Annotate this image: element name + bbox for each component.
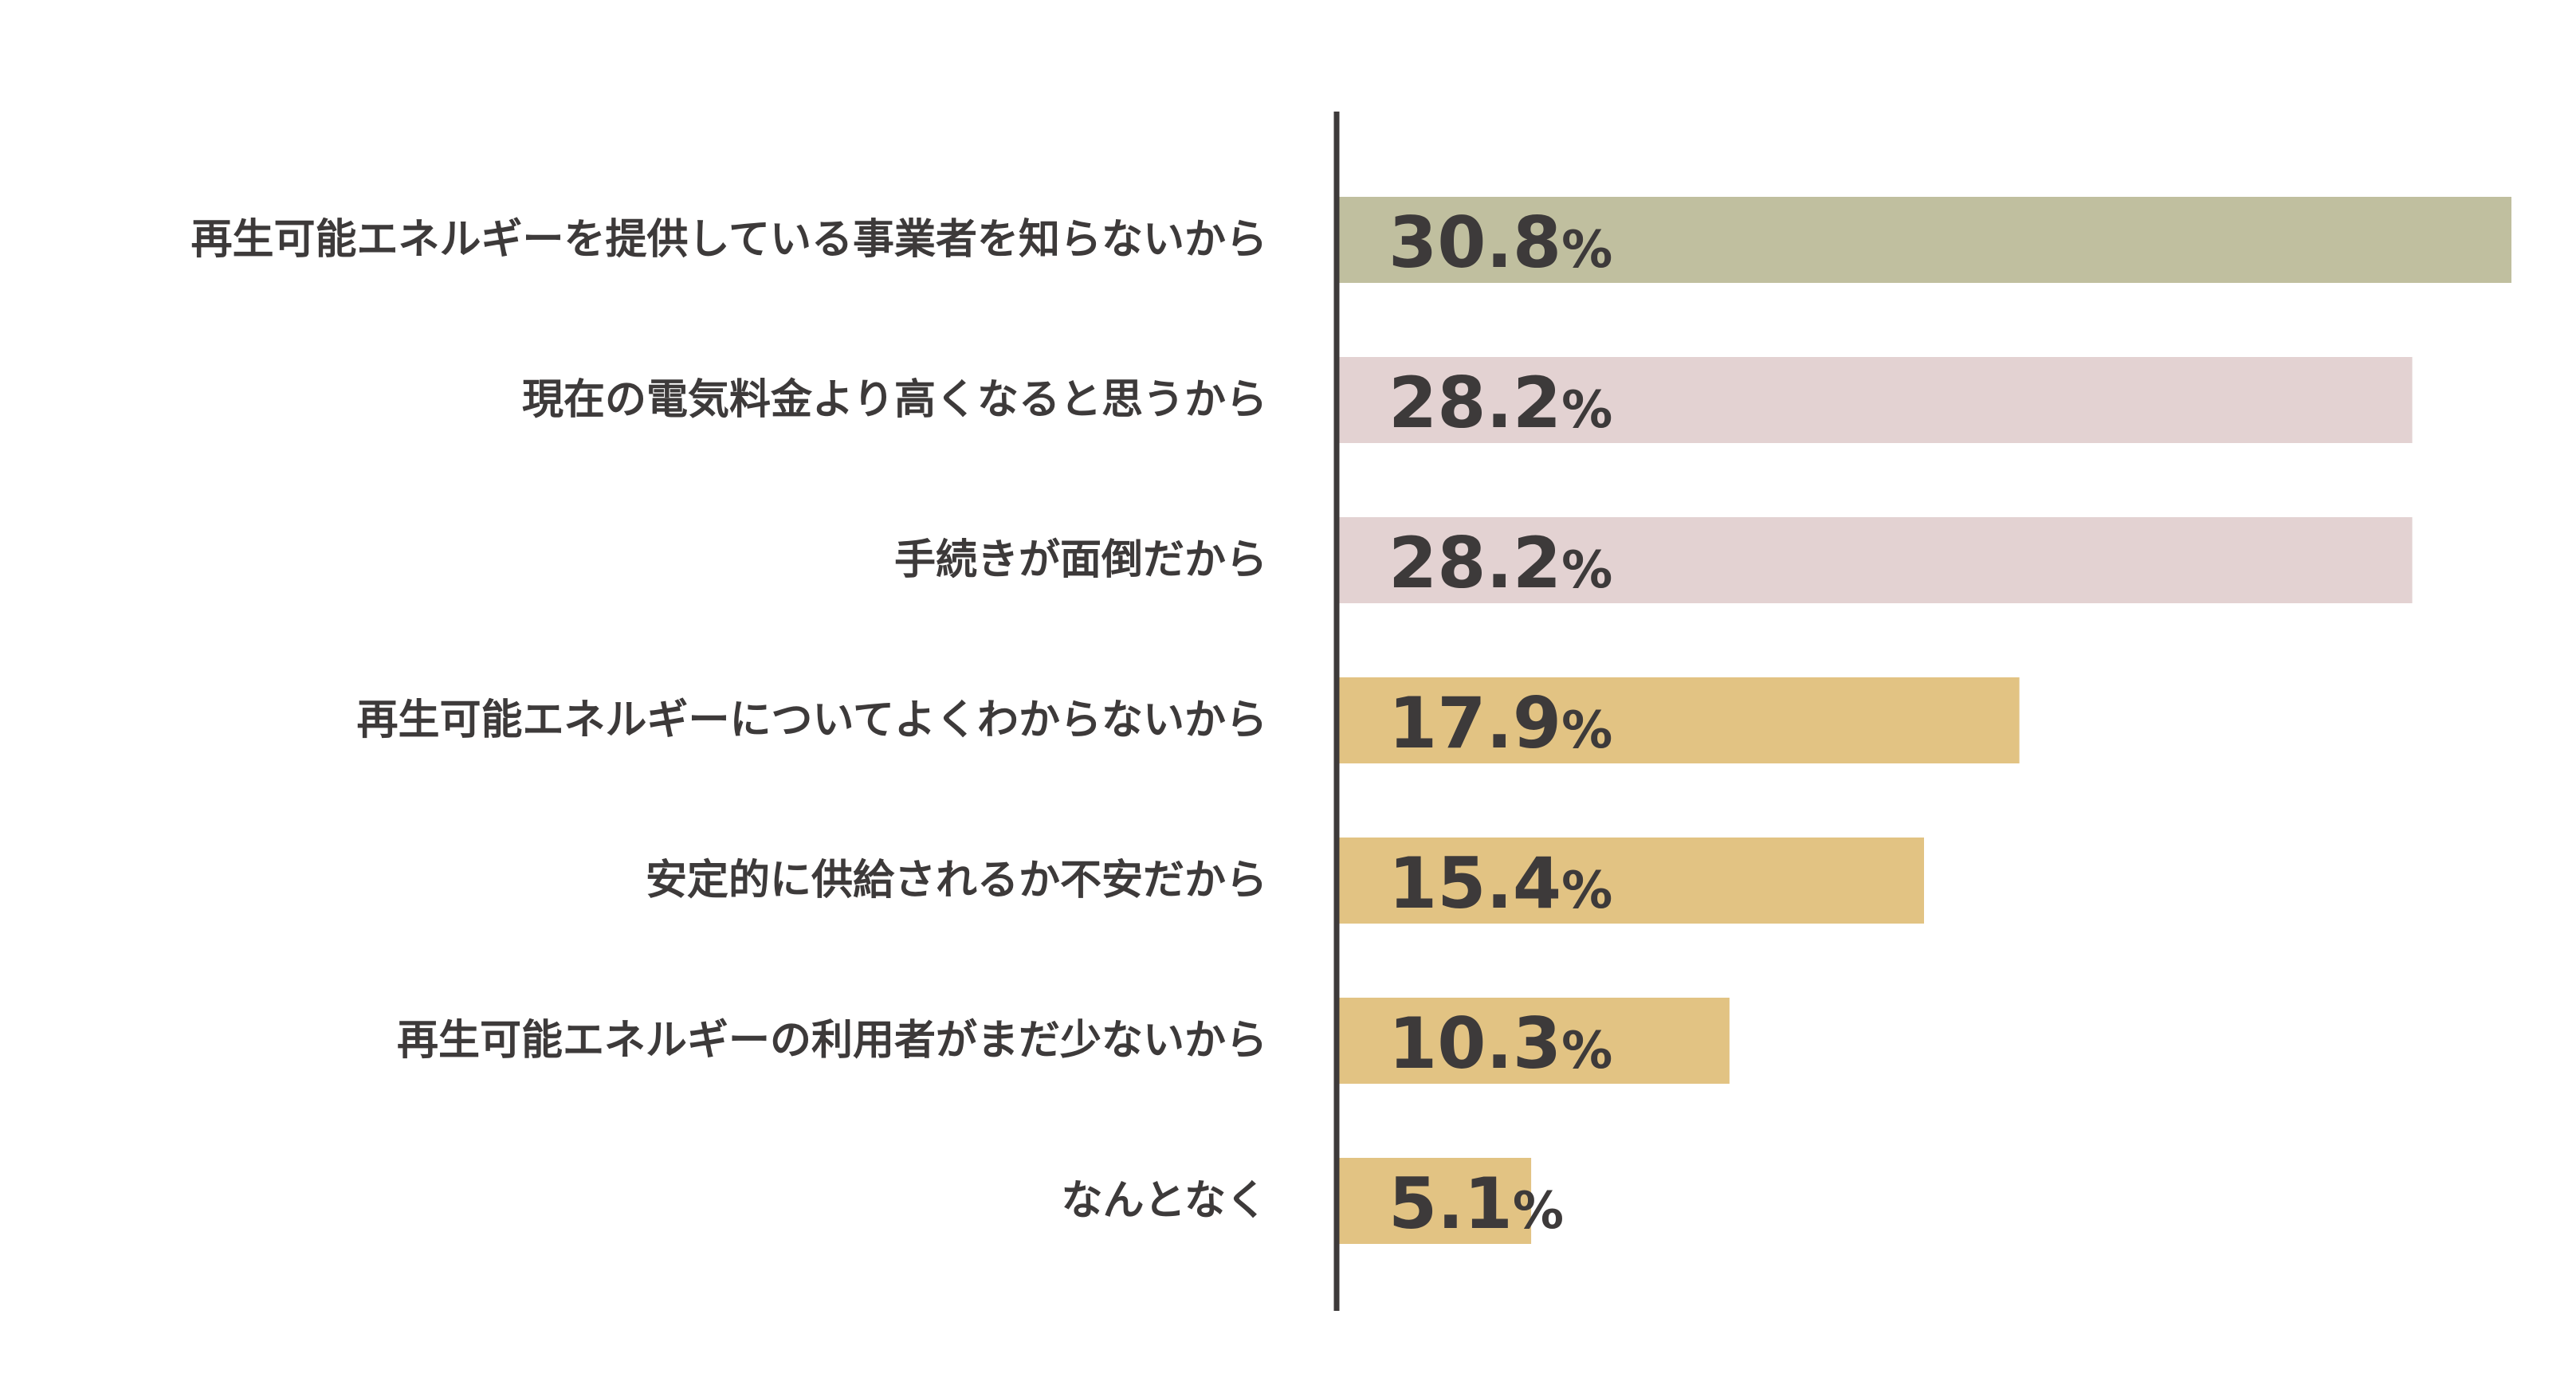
value-label: 5.1% xyxy=(1388,1163,1564,1245)
category-label: 再生可能エネルギーの利用者がまだ少ないから xyxy=(397,1017,1267,1065)
bar xyxy=(1337,517,2413,603)
value-number: 5.1 xyxy=(1388,1163,1513,1245)
value-number: 17.9 xyxy=(1388,682,1561,764)
bar xyxy=(1337,1158,1532,1244)
value-label: 15.4% xyxy=(1388,842,1612,924)
category-labels-group: 再生可能エネルギーを提供している事業者を知らないから現在の電気料金より高くなると… xyxy=(191,216,1267,1225)
category-label: なんとなく xyxy=(1062,1177,1267,1225)
value-label: 28.2% xyxy=(1388,362,1612,444)
category-label: 再生可能エネルギーを提供している事業者を知らないから xyxy=(191,216,1267,264)
category-label: 安定的に供給されるか不安だから xyxy=(646,857,1267,904)
bar xyxy=(1337,677,2020,763)
bar xyxy=(1337,357,2413,443)
value-number: 28.2 xyxy=(1388,522,1561,604)
value-unit: % xyxy=(1561,701,1612,760)
value-label: 17.9% xyxy=(1388,682,1612,764)
value-number: 28.2 xyxy=(1388,362,1561,444)
value-labels-group: 30.8%28.2%28.2%17.9%15.4%10.3%5.1% xyxy=(1388,202,1612,1245)
bar xyxy=(1337,197,2511,283)
category-label: 手続きが面倒だから xyxy=(894,536,1267,584)
value-unit: % xyxy=(1513,1182,1564,1241)
value-unit: % xyxy=(1561,541,1612,600)
value-label: 28.2% xyxy=(1388,522,1612,604)
value-unit: % xyxy=(1561,221,1612,280)
bar xyxy=(1337,838,1924,924)
category-label: 現在の電気料金より高くなると思うから xyxy=(522,376,1267,424)
value-number: 10.3 xyxy=(1388,1002,1561,1085)
value-unit: % xyxy=(1561,1022,1612,1081)
value-label: 10.3% xyxy=(1388,1002,1612,1085)
bars-group xyxy=(1337,197,2511,1244)
bar xyxy=(1337,998,1730,1084)
category-label: 再生可能エネルギーについてよくわからないから xyxy=(357,696,1267,744)
value-number: 15.4 xyxy=(1388,842,1561,924)
value-number: 30.8 xyxy=(1388,202,1561,284)
value-label: 30.8% xyxy=(1388,202,1612,284)
value-unit: % xyxy=(1561,381,1612,440)
value-unit: % xyxy=(1561,861,1612,920)
